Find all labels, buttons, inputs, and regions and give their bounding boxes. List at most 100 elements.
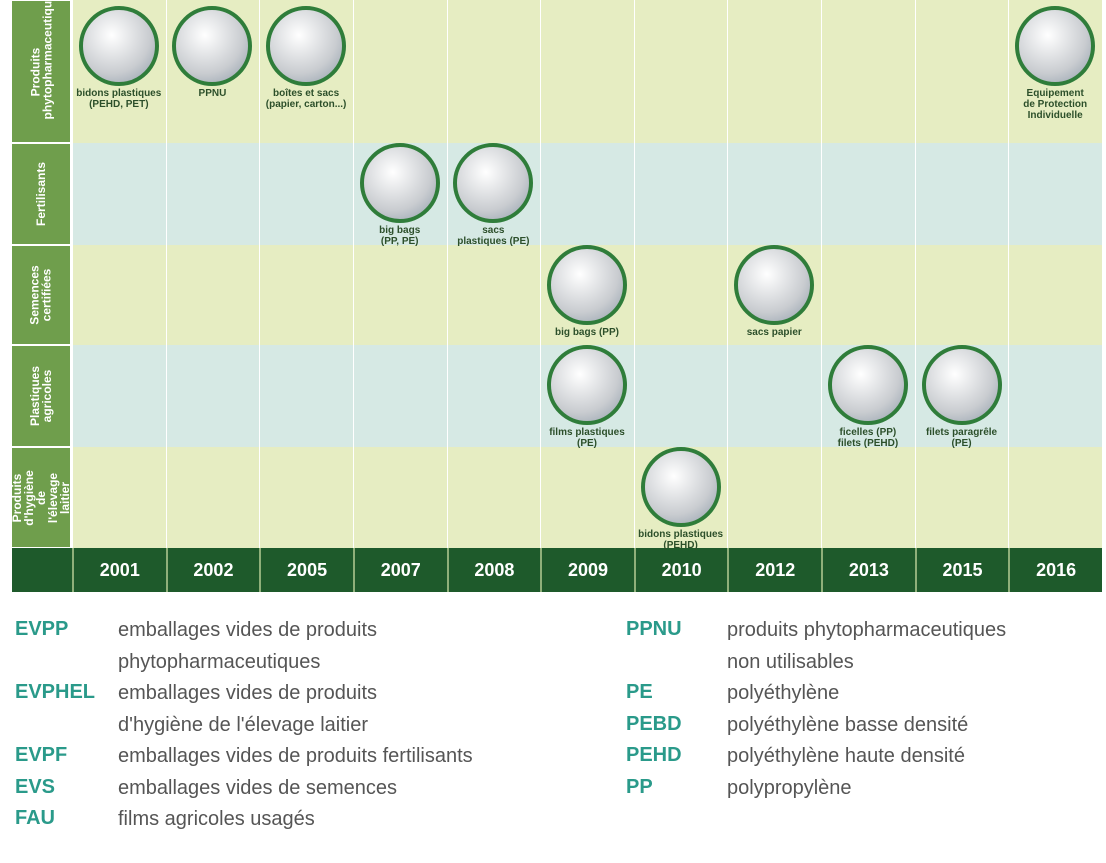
row-label-text: Fertilisants xyxy=(34,161,48,227)
column-separator xyxy=(821,0,823,548)
row-label: Produits phytopharmaceutiques xyxy=(12,1,70,142)
item-image xyxy=(827,345,908,425)
item-image xyxy=(266,6,347,86)
legend-desc: emballages vides de produits xyxy=(118,619,378,641)
caption-line: (PP, PE) xyxy=(380,236,419,247)
item-image xyxy=(1015,6,1096,86)
caption-line: Equipement xyxy=(1026,88,1084,99)
year: 2008 xyxy=(446,548,541,592)
column-separator xyxy=(352,0,354,548)
year: 2001 xyxy=(72,548,166,592)
column-separator xyxy=(1008,0,1010,548)
caption-line: (PE) xyxy=(951,438,972,449)
caption-line: plastiques (PE) xyxy=(457,236,530,247)
legend-desc: phytopharmaceutiques xyxy=(118,650,321,673)
item-image xyxy=(734,245,815,325)
item-image xyxy=(640,447,721,527)
column-separator xyxy=(165,0,167,548)
item-caption: bidons plastiques (PEHD, PET) xyxy=(73,88,165,110)
column-separator xyxy=(446,0,448,548)
column-separator xyxy=(540,0,542,548)
legend-abbr: PEHD xyxy=(626,744,682,766)
column-separator xyxy=(259,0,261,548)
year: 2013 xyxy=(821,548,915,592)
legend-desc: emballages vides de produits fertilisant… xyxy=(118,745,473,767)
item-image xyxy=(453,143,534,223)
item-caption: sacs plastiques (PE) xyxy=(447,225,539,247)
legend-abbr: PE xyxy=(626,681,653,703)
item-caption: filets paragrêle (PE) xyxy=(916,427,1008,449)
legend-abbr: EVPF xyxy=(15,744,68,766)
caption-line: (PE) xyxy=(577,438,597,449)
caption-line: filets (PEHD) xyxy=(837,438,899,449)
column-separator xyxy=(727,0,729,548)
year: 2005 xyxy=(259,548,353,592)
caption-line: Individuelle xyxy=(1027,110,1083,121)
legend-abbr: PEBD xyxy=(626,712,682,735)
year: 2012 xyxy=(727,548,822,592)
column-separator xyxy=(914,0,916,548)
row-band xyxy=(72,447,1102,548)
legend-desc: polyéthylène basse densité xyxy=(727,713,969,736)
year: 2016 xyxy=(1008,548,1102,592)
item-caption: boîtes et sacs (papier, carton...) xyxy=(260,88,352,110)
year: 2002 xyxy=(165,548,260,592)
item-image xyxy=(78,6,159,86)
legend-abbr: EVS xyxy=(15,775,56,798)
caption-line: PPNU xyxy=(198,88,227,99)
legend-desc: d'hygiène de l'élevage laitier xyxy=(118,713,369,736)
caption-line: bidons plastiques xyxy=(638,529,724,540)
row-label-text: Produits phytopharmaceutiques xyxy=(28,1,54,119)
row-label: Fertilisants xyxy=(12,144,70,244)
legend-desc: polyéthylène haute densité xyxy=(727,745,965,767)
item-caption: films plastiques (PE) xyxy=(541,427,633,449)
legend-desc: films agricoles usagés xyxy=(118,808,315,830)
row-label-text: Plastiques agricoles xyxy=(28,365,54,427)
legend-abbr: EVPHEL xyxy=(15,681,96,703)
row-label: Semences certifiées xyxy=(12,246,70,344)
caption-line: sacs xyxy=(482,225,505,236)
legend-desc: emballages vides de produits xyxy=(118,682,378,704)
item-image xyxy=(359,143,440,223)
caption-line: sacs papier xyxy=(746,327,802,338)
legend-desc: produits phytopharmaceutiques xyxy=(727,619,1007,641)
row-label-text: Semences certifiées xyxy=(28,265,54,325)
row-band xyxy=(72,143,1102,245)
caption-line: filets paragrêle xyxy=(925,427,998,438)
item-caption: sacs papier xyxy=(728,327,820,338)
legend-abbr: EVPP xyxy=(15,618,69,640)
item-caption: big bags (PP, PE) xyxy=(354,225,446,247)
caption-line: big bags (PP) xyxy=(555,327,619,338)
year-bar-corner xyxy=(12,548,72,592)
item-image xyxy=(172,6,253,86)
caption-line: films plastiques xyxy=(549,427,625,438)
legend-abbr: FAU xyxy=(15,807,55,829)
row-label: Plastiques agricoles xyxy=(12,346,70,446)
row-label-text: Produits d'hygiène de l'élevage laitier xyxy=(12,469,70,526)
caption-line: bidons plastiques xyxy=(76,88,162,99)
year: 2010 xyxy=(633,548,728,592)
row-label: Produits d'hygiène de l'élevage laitier xyxy=(12,448,70,547)
year: 2015 xyxy=(914,548,1009,592)
year: 2009 xyxy=(540,548,634,592)
caption-line: (PEHD, PET) xyxy=(89,99,149,110)
item-caption: ficelles (PP) filets (PEHD) xyxy=(822,427,914,449)
legend-desc: polypropylène xyxy=(727,776,852,799)
item-caption: bidons plastiques (PEHD) xyxy=(635,529,727,551)
legend-desc: polyéthylène xyxy=(727,682,840,704)
legend-abbr: PP xyxy=(626,775,653,798)
legend-desc: non utilisables xyxy=(727,650,854,673)
year: 2007 xyxy=(352,548,447,592)
caption-line: (PEHD) xyxy=(663,540,698,551)
legend-desc: emballages vides de semences xyxy=(118,776,398,799)
item-caption: big bags (PP) xyxy=(541,327,633,338)
item-image xyxy=(921,345,1002,425)
column-separator xyxy=(633,0,635,548)
item-caption: Equipement de Protection Individuelle xyxy=(1009,88,1101,121)
caption-line: (papier, carton...) xyxy=(265,99,347,110)
legend-abbr: PPNU xyxy=(626,618,682,640)
caption-line: de Protection xyxy=(1023,99,1088,110)
item-caption: PPNU xyxy=(166,88,258,99)
caption-line: big bags xyxy=(379,225,421,236)
